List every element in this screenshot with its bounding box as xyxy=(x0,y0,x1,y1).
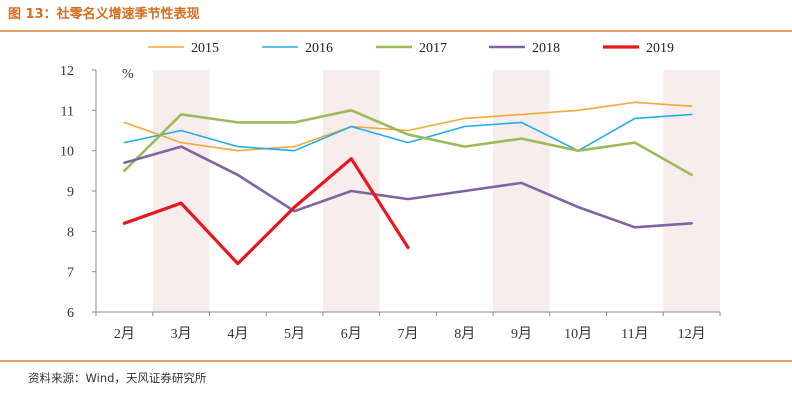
x-tick-label: 11月 xyxy=(621,326,648,342)
x-tick-label: 8月 xyxy=(454,326,475,342)
chart-axes: 6 7 8 9 10 11 12 2月 3月 4月 5月 6月 7月 8月 9月 10月 11月 12月 xyxy=(60,64,721,342)
series-line-2015 xyxy=(123,101,693,152)
x-tick-label: 9月 xyxy=(511,326,532,342)
footer-divider xyxy=(0,360,792,362)
series-lines xyxy=(122,101,693,266)
x-tick-label: 2月 xyxy=(114,326,135,342)
legend-label-2016: 2016 xyxy=(305,41,333,56)
y-tick-label: 9 xyxy=(67,185,74,200)
legend-label-2019: 2019 xyxy=(646,41,674,56)
y-tick-label: 12 xyxy=(60,64,74,79)
y-tick-label: 7 xyxy=(67,266,74,281)
legend: 2015 2016 2017 2018 2019 xyxy=(148,41,674,56)
series-line-2019 xyxy=(122,157,410,266)
legend-label-2017: 2017 xyxy=(419,41,447,56)
y-tick-label: 8 xyxy=(67,225,74,240)
x-tick-label: 12月 xyxy=(678,326,706,342)
x-tick-label: 4月 xyxy=(227,326,248,342)
legend-label-2018: 2018 xyxy=(532,41,560,56)
series-line-2017 xyxy=(123,109,693,177)
highlight-band xyxy=(663,70,720,312)
y-unit-label: % xyxy=(122,67,134,82)
x-tick-label: 10月 xyxy=(564,326,592,342)
season-highlight-bands xyxy=(152,70,720,312)
source-note: 资料来源：Wind，天风证券研究所 xyxy=(28,371,207,385)
figure-title: 图 13：社零名义增速季节性表现 xyxy=(8,7,200,22)
line-chart: 6 7 8 9 10 11 12 2月 3月 4月 5月 6月 7月 8月 9月 10月 11月 12月 2015… xyxy=(60,41,721,342)
x-tick-label: 3月 xyxy=(171,326,192,342)
header-divider xyxy=(0,30,792,32)
y-tick-label: 6 xyxy=(67,306,74,321)
highlight-band xyxy=(152,70,210,312)
series-line-2018 xyxy=(123,145,693,229)
y-tick-label: 11 xyxy=(61,104,74,119)
x-tick-label: 5月 xyxy=(284,326,305,342)
y-tick-label: 10 xyxy=(60,145,74,160)
x-tick-label: 7月 xyxy=(398,326,419,342)
series-line-2016 xyxy=(123,113,693,152)
x-tick-label: 6月 xyxy=(341,326,362,342)
legend-label-2015: 2015 xyxy=(191,41,219,56)
